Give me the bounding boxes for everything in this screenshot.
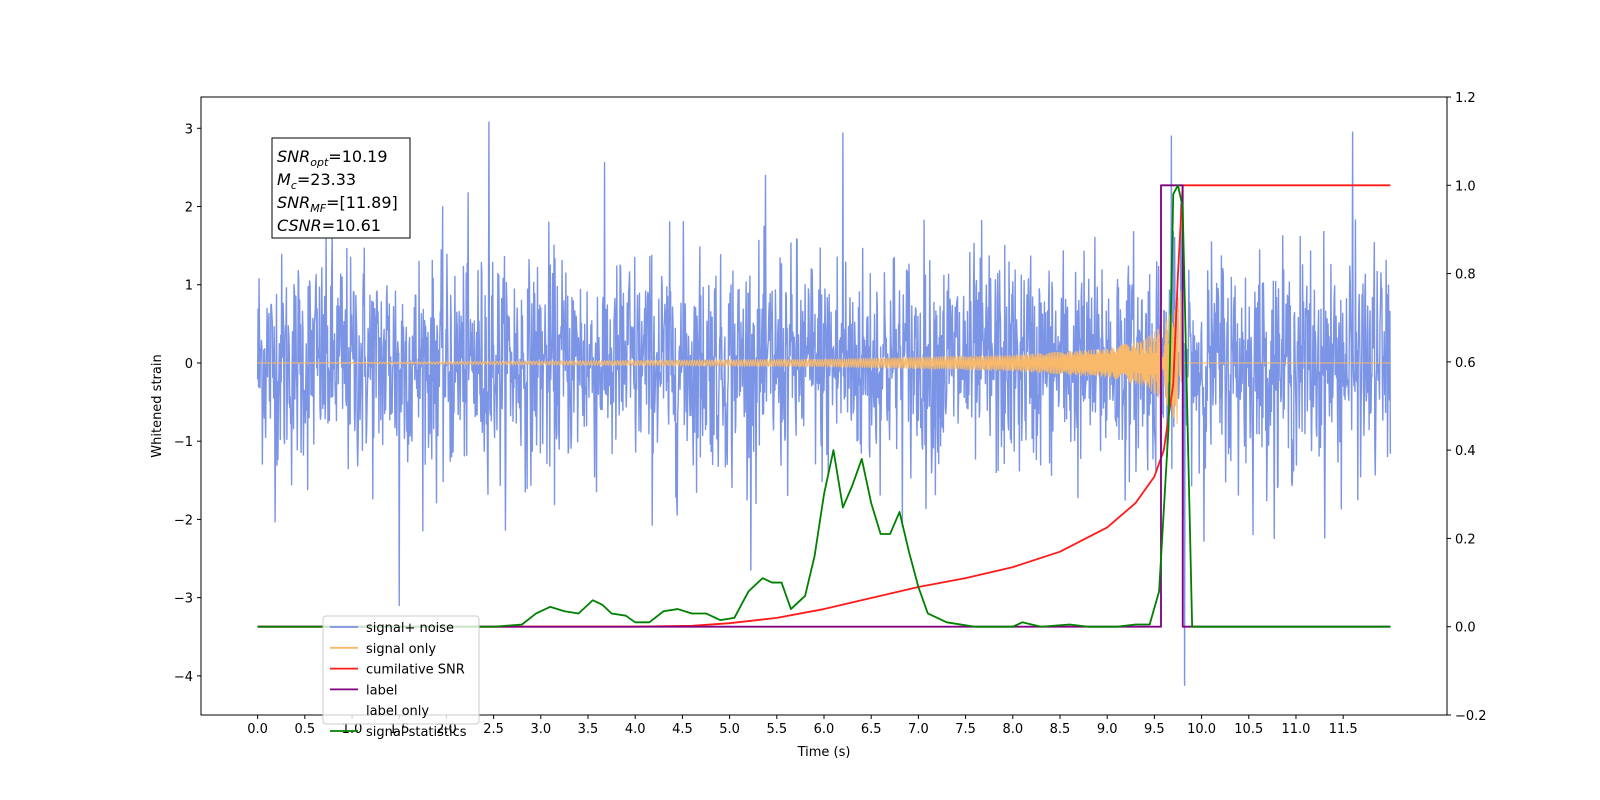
x-tick-label: 5.5 bbox=[766, 722, 787, 737]
x-tick-label: 1.5 bbox=[389, 722, 410, 737]
y-tick-label-right: 1.0 bbox=[1455, 179, 1476, 194]
y-tick-label-right: 0.0 bbox=[1455, 621, 1476, 636]
x-tick-label: 6.0 bbox=[814, 722, 835, 737]
y-tick-label-right: 0.6 bbox=[1455, 356, 1476, 371]
annotation-line: CSNR=10.61 bbox=[277, 216, 381, 235]
x-tick-label: 11.0 bbox=[1281, 722, 1310, 737]
y-tick-label-left: 3 bbox=[185, 122, 193, 137]
x-tick-label: 1.0 bbox=[342, 722, 363, 737]
y-tick-label-left: −3 bbox=[174, 592, 193, 607]
x-tick-label: 9.0 bbox=[1097, 722, 1118, 737]
x-tick-label: 7.0 bbox=[908, 722, 929, 737]
x-tick-label: 7.5 bbox=[955, 722, 976, 737]
annotation-box: SNRopt=10.19Mc=23.33SNRMF=[11.89]CSNR=10… bbox=[271, 137, 411, 239]
y-tick-label-left: −2 bbox=[174, 513, 193, 528]
y-tick-label-left: −4 bbox=[174, 670, 193, 685]
x-tick-label: 4.5 bbox=[672, 722, 693, 737]
series-line-signal-only bbox=[257, 290, 1391, 425]
x-tick-label: 11.5 bbox=[1329, 722, 1358, 737]
y-axis-left: 3 2 1 0 −1 −2 −3 −4 bbox=[174, 122, 201, 685]
x-tick-label: 6.5 bbox=[861, 722, 882, 737]
y-axis-right: 1.2 1.0 0.8 0.6 0.4 0.2 0.0 −0.2 bbox=[1447, 91, 1487, 724]
x-tick-label: 0.5 bbox=[294, 722, 315, 737]
legend: signal+ noise signal only cumilative SNR la… bbox=[322, 615, 480, 740]
x-tick-label: 8.5 bbox=[1050, 722, 1071, 737]
x-tick-label: 10.5 bbox=[1234, 722, 1263, 737]
annotation-line: SNRopt=10.19 bbox=[277, 147, 388, 169]
y-tick-label-right: 0.8 bbox=[1455, 268, 1476, 283]
x-tick-label: 5.0 bbox=[719, 722, 740, 737]
x-tick-label: 8.0 bbox=[1002, 722, 1023, 737]
x-axis: 0.0 0.5 1.0 1.5 2.0 2.5 3.0 3.5 4.0 4.5 5.0 5.5 6.0 6… bbox=[247, 715, 1358, 737]
legend-frame bbox=[322, 615, 480, 725]
x-tick-label: 10.0 bbox=[1187, 722, 1216, 737]
y-tick-label-right: 1.2 bbox=[1455, 91, 1476, 106]
legend-label: signal only bbox=[366, 642, 436, 657]
x-tick-label: 3.0 bbox=[530, 722, 551, 737]
y-tick-label-left: −1 bbox=[174, 435, 193, 450]
series-line-signal-noise bbox=[256, 121, 1392, 686]
y-tick-label-right: 0.2 bbox=[1455, 532, 1476, 547]
legend-label: label only bbox=[366, 704, 429, 719]
y-tick-label-right: −0.2 bbox=[1455, 709, 1487, 724]
legend-label: cumilative SNR bbox=[366, 663, 465, 678]
y-tick-label-left: 2 bbox=[185, 201, 193, 216]
x-tick-label: 0.0 bbox=[247, 722, 268, 737]
x-tick-label: 2.0 bbox=[436, 722, 457, 737]
legend-label: label bbox=[366, 683, 397, 698]
x-tick-label: 9.5 bbox=[1144, 722, 1165, 737]
y-tick-label-left: 0 bbox=[185, 357, 193, 372]
x-tick-label: 3.5 bbox=[578, 722, 599, 737]
series-line-cumilative-snr bbox=[257, 184, 1391, 628]
y-tick-label-right: 0.4 bbox=[1455, 444, 1476, 459]
annotation-line: Mc=23.33 bbox=[277, 170, 356, 192]
x-tick-label: 2.5 bbox=[483, 722, 504, 737]
legend-label: signal+ noise bbox=[366, 621, 454, 636]
y-tick-label-left: 1 bbox=[185, 279, 193, 294]
y-axis-label: Whitened strain bbox=[150, 354, 165, 457]
x-tick-label: 4.0 bbox=[625, 722, 646, 737]
x-axis-label: Time (s) bbox=[797, 745, 851, 760]
annotation-frame bbox=[271, 137, 411, 239]
legend-label: signal statistics bbox=[366, 725, 467, 740]
series-line-signal-statistics bbox=[257, 184, 1391, 628]
annotation-line: SNRMF=[11.89] bbox=[277, 193, 398, 215]
